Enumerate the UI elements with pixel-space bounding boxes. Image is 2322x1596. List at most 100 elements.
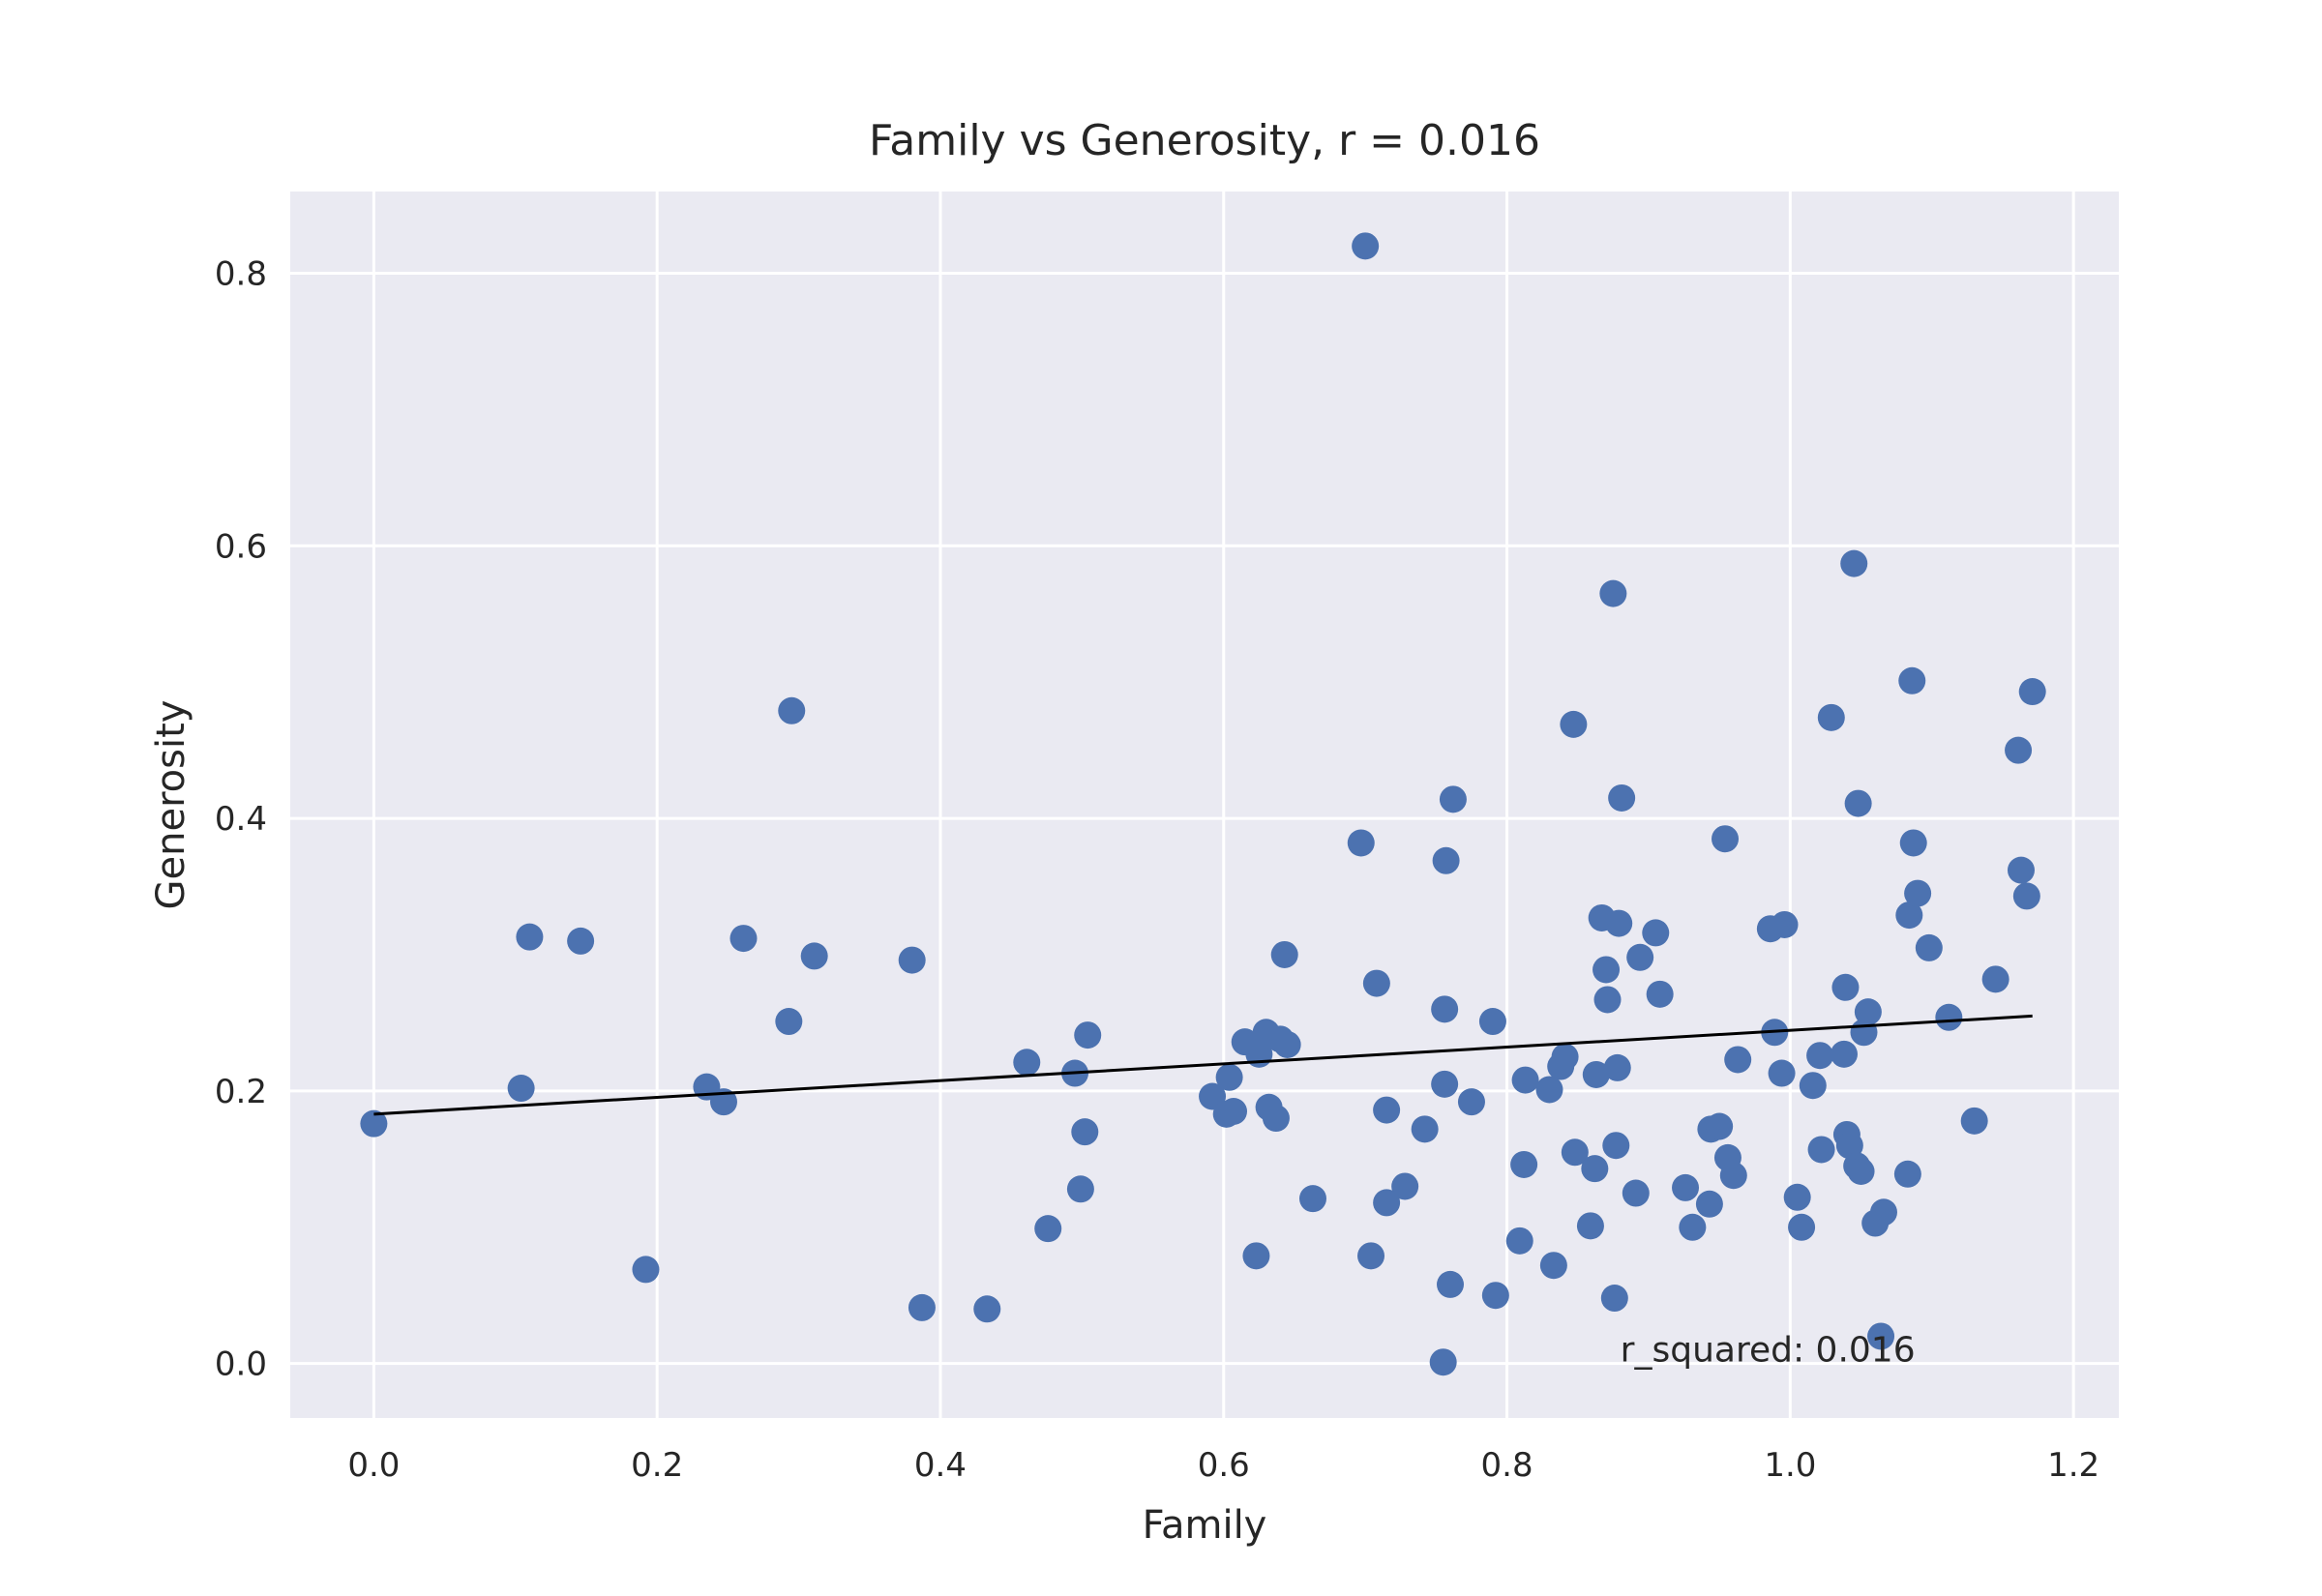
data-point: [800, 942, 828, 970]
data-point: [1854, 998, 1882, 1026]
data-point: [1439, 785, 1467, 813]
data-point: [1672, 1173, 1700, 1201]
data-point: [1840, 549, 1868, 577]
data-point: [1066, 1175, 1094, 1203]
data-point: [1608, 783, 1636, 812]
data-point: [507, 1075, 535, 1103]
data-point: [1071, 1118, 1099, 1146]
r-squared-annotation: r_squared: 0.016: [1621, 1331, 1916, 1371]
data-point: [1411, 1115, 1439, 1143]
y-tick-label: 0.8: [215, 255, 267, 294]
data-point: [1915, 933, 1943, 961]
data-point: [1357, 1242, 1385, 1270]
data-point: [1899, 829, 1927, 857]
data-point: [1373, 1189, 1401, 1217]
data-point: [2012, 882, 2040, 910]
data-point: [898, 946, 926, 974]
data-point: [1431, 1070, 1459, 1098]
data-point: [1603, 1053, 1631, 1081]
data-point: [908, 1293, 936, 1321]
data-point: [1904, 879, 1932, 907]
data-point: [1783, 1183, 1811, 1211]
data-point: [1593, 986, 1622, 1014]
data-point: [1960, 1107, 1988, 1135]
data-point: [1835, 1132, 1863, 1160]
data-point: [1898, 666, 1926, 695]
data-point: [729, 925, 758, 953]
data-point: [973, 1295, 1001, 1323]
x-axis-label: Family: [1143, 1503, 1267, 1548]
data-point: [1600, 1285, 1628, 1313]
data-point: [516, 923, 544, 951]
y-tick-label: 0.4: [215, 800, 267, 839]
data-point: [1893, 1160, 1921, 1188]
data-point: [1895, 901, 1923, 930]
data-point: [1373, 1096, 1401, 1124]
x-tick-label: 1.0: [1764, 1446, 1816, 1485]
data-point: [1642, 919, 1670, 947]
data-point: [1622, 1179, 1650, 1207]
data-point: [1539, 1252, 1567, 1280]
data-point: [1432, 846, 1460, 874]
data-point: [1551, 1043, 1579, 1071]
data-point: [1602, 1132, 1630, 1160]
data-point: [1576, 1212, 1604, 1240]
data-point: [1724, 1046, 1752, 1074]
data-point: [1429, 1348, 1457, 1376]
data-point: [1712, 825, 1740, 853]
data-point: [1013, 1049, 1041, 1077]
data-point: [1431, 995, 1459, 1023]
data-point: [1511, 1066, 1539, 1094]
regression-line-group: [373, 1014, 2033, 1116]
data-point: [1646, 980, 1674, 1008]
data-point: [1806, 1042, 1834, 1070]
x-tick-label: 0.2: [631, 1446, 683, 1485]
y-axis-label: Generosity: [149, 700, 194, 910]
data-point: [1270, 940, 1298, 968]
data-point: [1830, 1040, 1858, 1068]
data-point: [1262, 1105, 1290, 1133]
data-point: [1510, 1150, 1538, 1178]
data-point: [1242, 1242, 1270, 1270]
data-point: [1799, 1072, 1827, 1100]
data-point: [2018, 678, 2046, 706]
data-point: [567, 927, 595, 955]
data-point: [1844, 789, 1872, 817]
data-point: [1935, 1003, 1963, 1031]
y-tick-label: 0.2: [215, 1073, 267, 1111]
data-point: [2005, 736, 2033, 764]
data-point: [1981, 965, 2009, 993]
data-point: [1220, 1098, 1248, 1125]
data-point: [1599, 579, 1627, 607]
data-point: [1817, 703, 1845, 731]
data-point: [1831, 973, 1860, 1001]
data-point: [775, 1008, 803, 1036]
y-tick-label: 0.0: [215, 1345, 267, 1384]
x-tick-label: 0.8: [1481, 1446, 1533, 1485]
data-point: [1535, 1076, 1563, 1104]
data-point: [1869, 1198, 1897, 1227]
data-point: [1457, 1088, 1485, 1116]
x-tick-label: 0.4: [914, 1446, 967, 1485]
data-point: [360, 1109, 388, 1138]
data-point: [1706, 1112, 1734, 1140]
data-point: [1478, 1008, 1506, 1036]
data-point: [632, 1256, 660, 1284]
data-point: [1582, 1060, 1610, 1088]
x-tick-label: 1.2: [2047, 1446, 2099, 1485]
data-point: [1605, 909, 1633, 937]
data-point: [2007, 856, 2035, 884]
data-point: [1768, 1059, 1796, 1087]
plot-area: [290, 192, 2119, 1418]
data-point: [1695, 1190, 1723, 1218]
data-point: [1362, 969, 1390, 997]
data-point: [1847, 1157, 1875, 1185]
data-point: [1437, 1270, 1465, 1298]
data-point: [1771, 910, 1799, 938]
x-tick-label: 0.0: [347, 1446, 400, 1485]
grid-lines: [290, 192, 2119, 1418]
data-point: [1581, 1155, 1609, 1183]
chart-title: Family vs Generosity, r = 0.016: [869, 116, 1540, 165]
x-axis-ticks: 0.0 0.2 0.4 0.6 0.8 1.0 1.2: [347, 1446, 2099, 1485]
